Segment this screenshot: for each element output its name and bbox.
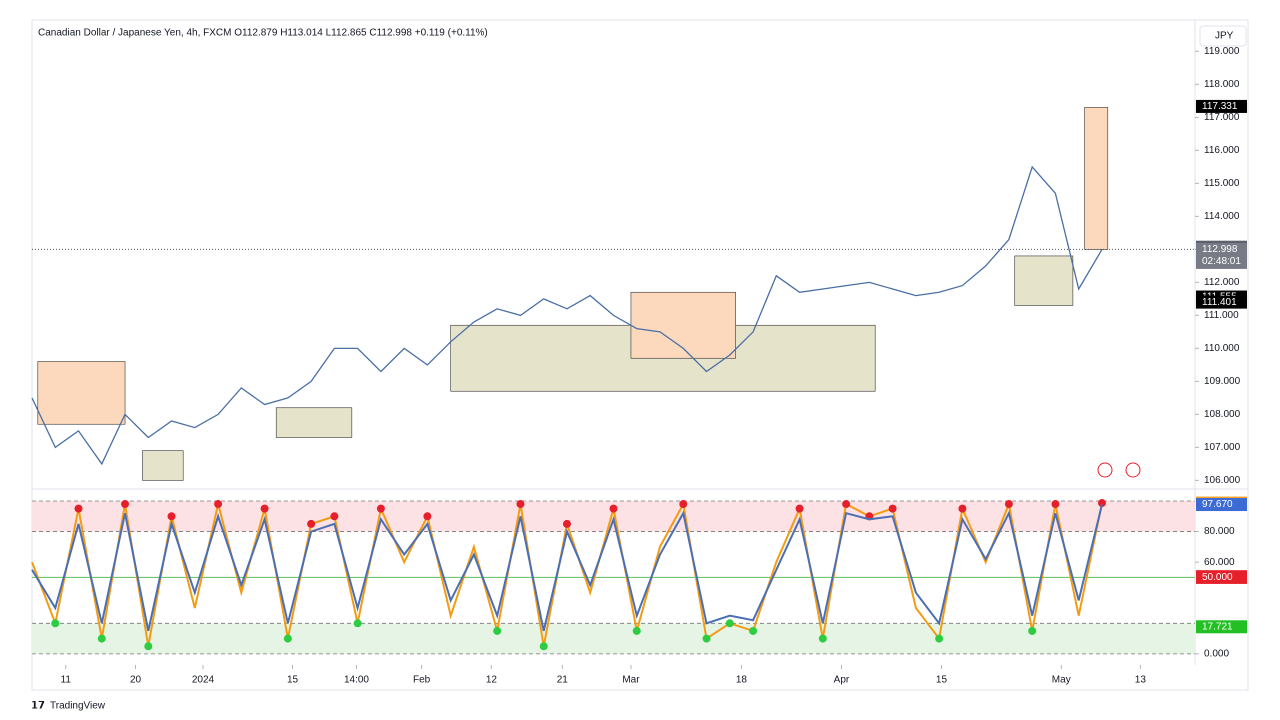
series-line: [31, 165, 1103, 466]
zone: [1014, 255, 1074, 306]
buy-signal: [353, 619, 362, 628]
symbol-header: Canadian Dollar / Japanese Yen, 4h, FXCM…: [38, 28, 488, 39]
zone: [37, 361, 126, 425]
sell-signal: [74, 504, 83, 513]
y-tick-label: 117.000: [1204, 112, 1240, 123]
sell-signal: [516, 500, 525, 509]
y-tick-label: 0.000: [1204, 649, 1229, 660]
x-tick-label: 14:00: [344, 675, 369, 686]
sell-signal: [842, 500, 851, 509]
y-tick-label: 118.000: [1204, 79, 1240, 90]
y-tick-label: 108.000: [1204, 409, 1241, 420]
y-tick-label: 114.000: [1204, 211, 1240, 222]
sell-signal: [1097, 499, 1106, 508]
countdown: 02:48:01: [1202, 256, 1241, 267]
x-tick-label: 18: [736, 675, 748, 686]
event-flag[interactable]: [1097, 462, 1113, 478]
y-tick-label: 115.000: [1204, 178, 1240, 189]
sell-signal: [1004, 500, 1013, 509]
buy-signal: [493, 626, 502, 635]
y-tick-label: 119.000: [1204, 46, 1240, 57]
sell-signal: [888, 504, 897, 513]
price-marker: [1196, 295, 1247, 309]
sell-signal: [307, 519, 316, 528]
sell-signal: [167, 512, 176, 521]
buy-signal: [818, 634, 827, 643]
currency-button[interactable]: [1199, 25, 1247, 47]
y-tick-label: 110.000: [1204, 343, 1240, 354]
x-tick-label: 20: [130, 675, 142, 686]
buy-signal: [702, 634, 711, 643]
price-marker: [1196, 570, 1247, 584]
sell-signal: [121, 500, 130, 509]
y-tick-label: 109.000: [1204, 376, 1241, 387]
zone: [1084, 107, 1109, 250]
buy-signal: [1028, 626, 1037, 635]
y-tick-label: 116.000: [1204, 145, 1240, 156]
price-marker-label: 111.401: [1202, 297, 1237, 308]
sell-signal: [1051, 500, 1060, 509]
sell-signal: [376, 504, 385, 513]
brand-logo: 𝟭𝟳: [31, 701, 45, 712]
sell-signal: [330, 512, 339, 521]
buy-signal: [935, 634, 944, 643]
x-tick-label: Mar: [622, 675, 640, 686]
sell-signal: [214, 500, 223, 509]
sell-signal: [795, 504, 804, 513]
y-tick-label: 107.000: [1204, 442, 1241, 453]
sell-signal: [423, 512, 432, 521]
y-tick-label: 111.000: [1204, 310, 1239, 321]
y-tick-label: 80.000: [1204, 526, 1235, 537]
price-marker: [1196, 242, 1247, 269]
currency[interactable]: JPY: [1215, 31, 1234, 42]
x-tick-label: 15: [936, 675, 948, 686]
sell-signal: [562, 519, 571, 528]
chart-frame: [31, 19, 1249, 691]
price-marker: [1196, 620, 1247, 634]
buy-signal: [539, 642, 548, 651]
buy-signal: [632, 626, 641, 635]
sell-signal: [609, 504, 618, 513]
price-marker: [1196, 99, 1247, 113]
x-tick-label: 11: [61, 675, 72, 686]
x-tick-label: Apr: [834, 675, 850, 686]
x-tick-label: May: [1052, 675, 1071, 686]
sell-signal: [260, 504, 269, 513]
band: [32, 623, 1195, 654]
sell-signal: [679, 500, 688, 509]
sell-signal: [958, 504, 967, 513]
brand: TradingView: [50, 701, 106, 712]
buy-signal: [97, 634, 106, 643]
x-tick-label: 15: [287, 675, 299, 686]
price-marker: [1196, 498, 1247, 512]
series-line: [31, 504, 1103, 632]
x-tick-label: Feb: [413, 675, 431, 686]
y-tick-label: 60.000: [1204, 557, 1235, 568]
y-tick-label: 112.000: [1204, 277, 1240, 288]
price-marker-label: 17.721: [1202, 621, 1233, 632]
price-marker-label: 50.000: [1202, 572, 1233, 583]
x-tick-label: 21: [557, 675, 569, 686]
zone: [275, 407, 353, 438]
buy-signal: [144, 642, 153, 651]
zone: [142, 450, 184, 481]
price-marker-label: 117.331: [1202, 101, 1238, 112]
event-flag[interactable]: [1125, 462, 1141, 478]
buy-signal: [749, 626, 758, 635]
x-tick-label: 12: [486, 675, 498, 686]
price-marker-label: 97.670: [1202, 499, 1233, 510]
buy-signal: [283, 634, 292, 643]
y-tick-label: 106.000: [1204, 475, 1241, 486]
price-marker-label: 112.998: [1202, 244, 1238, 255]
x-tick-label: 13: [1135, 675, 1147, 686]
buy-signal: [725, 619, 734, 628]
buy-signal: [51, 619, 60, 628]
x-tick-label: 2024: [192, 675, 215, 686]
